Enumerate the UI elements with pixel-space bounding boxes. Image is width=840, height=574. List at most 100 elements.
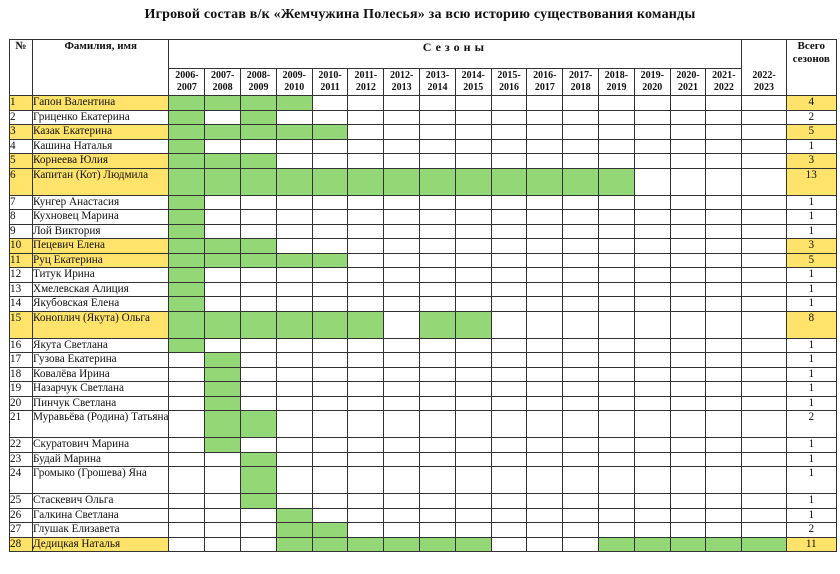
season-cell: [526, 209, 564, 225]
season-cell: [419, 466, 456, 494]
season-cell: [168, 507, 206, 523]
player-number: 13: [9, 281, 33, 297]
season-cell: [311, 209, 349, 225]
season-cell: [741, 522, 787, 538]
season-cell: [741, 223, 787, 239]
season-cell: [275, 466, 313, 494]
season-start: 2015-: [497, 70, 521, 81]
season-end: 2011: [320, 82, 340, 93]
season-cell: [383, 337, 421, 353]
season-cell: [490, 95, 528, 111]
season-cell: [705, 536, 743, 552]
player-name: Пецевич Елена: [31, 238, 170, 254]
player-name: Руц Екатерина: [31, 252, 170, 268]
player-number: 21: [9, 410, 33, 438]
season-cell: [454, 194, 492, 210]
season-cell: [311, 223, 349, 239]
player-number: 19: [9, 381, 33, 397]
season-cell: [705, 296, 743, 312]
season-cell: [419, 194, 456, 210]
season-cell: [705, 395, 743, 411]
player-total: 11: [785, 536, 837, 552]
season-cell: [490, 296, 528, 312]
season-cell: [275, 493, 313, 509]
season-cell: [311, 352, 349, 368]
season-cell: [562, 109, 600, 125]
season-cell: [490, 437, 528, 453]
season-cell: [454, 310, 492, 339]
season-cell: [454, 153, 492, 169]
season-cell: [454, 337, 492, 353]
season-cell: [490, 138, 528, 154]
table-row: 20 Пинчук Светлана 1: [9, 395, 837, 411]
season-cell: [633, 223, 671, 239]
season-cell: [741, 267, 787, 283]
season-cell: [275, 138, 313, 154]
season-start: 2019-: [640, 70, 664, 81]
player-total: 3: [785, 238, 837, 254]
season-start: 2008-: [246, 70, 271, 81]
season-cell: [383, 124, 421, 140]
season-cell: [598, 507, 635, 523]
season-start: 2022-: [752, 69, 776, 81]
player-name: Будай Марина: [31, 451, 170, 467]
season-cell: [705, 223, 743, 239]
player-number: 6: [9, 167, 33, 196]
table-row: 18 Ковалёва Ирина 1: [9, 366, 837, 382]
season-cell: [275, 281, 313, 297]
player-number: 20: [9, 395, 33, 411]
season-cell: [669, 209, 707, 225]
season-cell: [240, 395, 277, 411]
table-row: 28 Дедицкая Наталья 11: [9, 536, 837, 552]
season-start: 2014-: [461, 70, 485, 81]
season-cell: [562, 138, 600, 154]
season-cell: [669, 95, 707, 111]
season-cell: [526, 267, 564, 283]
season-cell: [204, 296, 242, 312]
season-cell: [383, 507, 421, 523]
season-cell: [741, 167, 787, 196]
season-cell: [311, 522, 349, 538]
season-cell: [419, 395, 456, 411]
season-cell: [633, 153, 671, 169]
season-cell: [240, 281, 277, 297]
season-cell: [490, 410, 528, 438]
season-header: 2018- 2019: [598, 68, 635, 96]
season-cell: [705, 194, 743, 210]
season-cell: [526, 536, 564, 552]
season-cell: [275, 124, 313, 140]
season-cell: [633, 95, 671, 111]
season-cell: [526, 366, 564, 382]
season-cell: [204, 167, 242, 196]
season-cell: [311, 437, 349, 453]
season-cell: [490, 281, 528, 297]
season-cell: [240, 381, 277, 397]
season-cell: [168, 466, 206, 494]
season-cell: [705, 310, 743, 339]
season-cell: [204, 536, 242, 552]
season-cell: [669, 223, 707, 239]
season-cell: [490, 522, 528, 538]
season-cell: [669, 167, 707, 196]
table-row: 6 Капитан (Кот) Людмила 13: [9, 167, 837, 196]
season-cell: [383, 167, 421, 196]
season-cell: [490, 451, 528, 467]
season-cell: [311, 507, 349, 523]
season-header: 2016- 2017: [526, 68, 564, 96]
season-cell: [168, 310, 206, 339]
season-cell: [705, 281, 743, 297]
season-cell: [275, 153, 313, 169]
season-cell: [562, 167, 600, 196]
season-cell: [669, 138, 707, 154]
season-cell: [490, 238, 528, 254]
season-cell: [275, 536, 313, 552]
season-cell: [598, 194, 635, 210]
season-cell: [633, 167, 671, 196]
header-name: Фамилия, имя: [31, 39, 170, 96]
season-end: 2009: [248, 82, 269, 93]
season-cell: [669, 310, 707, 339]
season-cell: [741, 194, 787, 210]
season-cell: [347, 138, 385, 154]
season-cell: [598, 395, 635, 411]
season-cell: [669, 493, 707, 509]
